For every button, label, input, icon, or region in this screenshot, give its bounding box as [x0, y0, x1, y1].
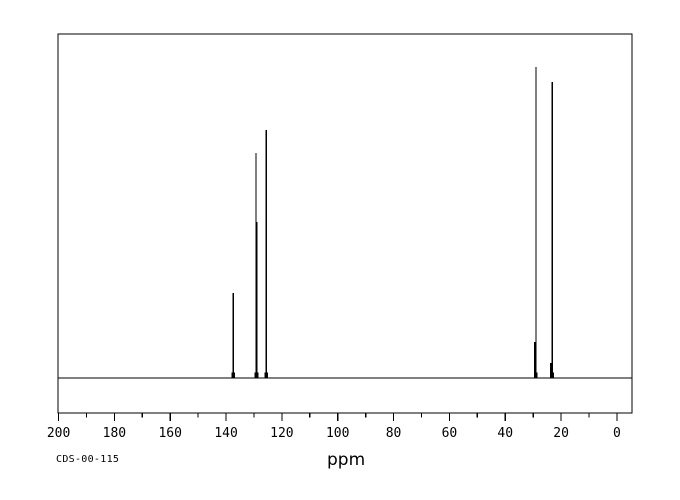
x-axis-unit-label: ppm: [327, 450, 366, 470]
x-axis-tick-label: 180: [103, 426, 126, 441]
peak-foot: [255, 372, 259, 378]
x-axis-tick-label: 120: [270, 426, 293, 441]
x-axis-tick-label: 160: [158, 426, 181, 441]
x-axis-tick-label: 20: [553, 426, 569, 441]
x-axis-tick-label: 40: [497, 426, 513, 441]
x-axis-tick-label: 0: [613, 426, 621, 441]
peak-foot: [231, 372, 235, 378]
peak-foot: [550, 372, 554, 378]
x-axis-tick-label: 60: [442, 426, 458, 441]
catalog-code-label: CDS-00-115: [56, 454, 120, 465]
plot-border: [57, 33, 633, 414]
x-axis-tick-label: 80: [386, 426, 402, 441]
x-axis-tick-label: 100: [326, 426, 349, 441]
peak-foot: [534, 372, 538, 378]
x-axis-tick-label: 140: [214, 426, 237, 441]
x-axis-tick-label: 200: [47, 426, 70, 441]
peak-foot: [264, 372, 268, 378]
